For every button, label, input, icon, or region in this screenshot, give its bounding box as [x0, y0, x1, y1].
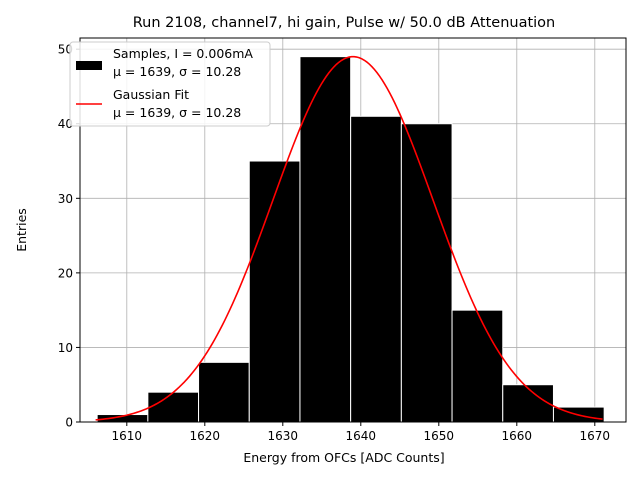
x-tick-label: 1660	[502, 429, 533, 443]
y-tick-label: 0	[65, 416, 73, 430]
y-tick-label: 30	[58, 192, 73, 206]
y-tick-label: 40	[58, 117, 73, 131]
legend-swatch-samples	[76, 61, 102, 70]
histogram-bar	[198, 361, 250, 423]
legend: Samples, I = 0.006mA μ = 1639, σ = 10.28…	[69, 41, 271, 127]
x-tick-label: 1630	[268, 429, 299, 443]
y-axis-label: Entries	[14, 208, 29, 252]
histogram-bar	[400, 123, 453, 423]
histogram-bars	[96, 56, 605, 423]
y-tick-label: 20	[58, 266, 73, 280]
gaussian-fit-curve	[95, 55, 603, 421]
histogram-bar	[147, 391, 200, 423]
legend-label-fit: Gaussian Fit	[113, 87, 189, 102]
legend-label-samples: Samples, I = 0.006mA	[113, 46, 253, 61]
y-tick-label: 50	[58, 43, 73, 57]
x-tick-label: 1650	[424, 429, 455, 443]
x-axis-ticks: 1610 1620 1630 1640 1650 1660 1670	[112, 422, 611, 443]
x-tick-label: 1640	[346, 429, 377, 443]
x-tick-label: 1610	[112, 429, 143, 443]
legend-box	[69, 41, 271, 127]
legend-params-samples: μ = 1639, σ = 10.28	[113, 64, 241, 79]
histogram-bar	[451, 309, 504, 423]
histogram-bar	[350, 115, 402, 423]
histogram-bar	[248, 160, 301, 423]
histogram-bar	[299, 56, 352, 423]
x-tick-label: 1670	[580, 429, 611, 443]
histogram-bar	[502, 384, 554, 423]
plot-frame	[79, 37, 627, 423]
chart-title: Run 2108, channel7, hi gain, Pulse w/ 50…	[133, 15, 556, 31]
x-tick-label: 1620	[190, 429, 221, 443]
y-tick-label: 10	[58, 341, 73, 355]
x-axis-label: Energy from OFCs [ADC Counts]	[243, 450, 444, 465]
legend-params-fit: μ = 1639, σ = 10.28	[113, 105, 241, 120]
